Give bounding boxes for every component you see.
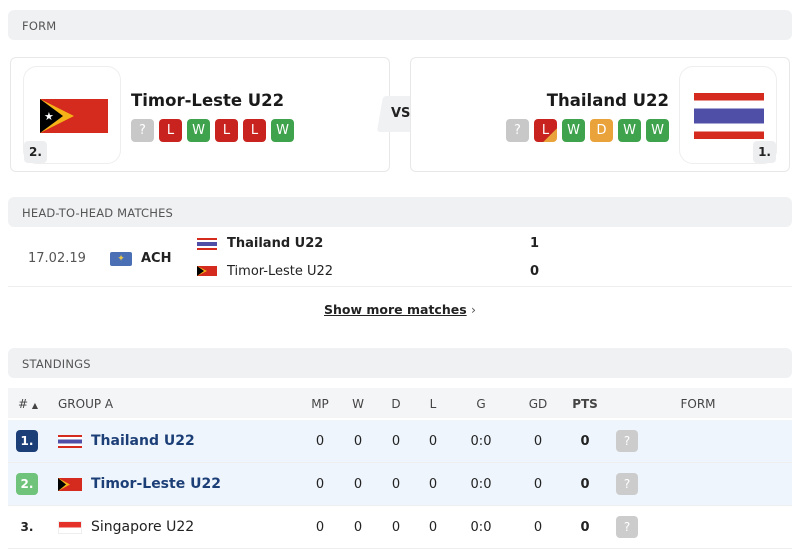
form-badge-L[interactable]: L [159,119,182,142]
home-team-name[interactable]: Timor-Leste U22 [131,91,285,110]
form-badge-unknown[interactable]: ? [506,119,529,142]
sort-asc-icon: ▲ [31,401,39,410]
timor-leste-flag-icon [197,266,217,276]
svg-text:★: ★ [44,110,54,123]
form-section-header: FORM [8,10,792,40]
form-badge-L[interactable]: L [534,119,557,142]
standing-l: 0 [428,434,438,449]
standing-pts: 0 [580,434,590,449]
gd-header[interactable]: GD [528,397,548,411]
d-header[interactable]: D [391,397,401,411]
standings-row[interactable]: 3. Singapore U22 0 0 0 0 0:0 0 0? [8,506,792,549]
home-rank: 2. [24,141,47,163]
form-badge-unknown[interactable]: ? [616,516,638,538]
standing-rank: 3. [20,520,34,534]
form-badge-W[interactable]: W [646,119,669,142]
h2h-score1: 1 [530,236,540,251]
standing-mp: 0 [315,434,325,449]
vs-label: VS [391,106,411,121]
form-badge-unknown[interactable]: ? [616,473,638,495]
home-flag-box: ★ 2. [23,66,121,164]
standing-d: 0 [391,520,401,535]
form-badge-unknown[interactable]: ? [131,119,154,142]
form-badge-W[interactable]: W [187,119,210,142]
away-rank: 1. [753,141,776,163]
thailand-flag-icon [58,435,82,448]
standing-d: 0 [391,477,401,492]
home-form: ? L W L L W [131,119,294,142]
home-team-card[interactable]: ★ 2. Timor-Leste U22 ? L W L L W [10,57,390,172]
rank-header: # [18,397,29,411]
competition-name: ACH [141,251,172,266]
form-badge-W[interactable]: W [562,119,585,142]
show-more-matches-link[interactable]: Show more matches › [0,302,800,317]
standing-l: 0 [428,477,438,492]
standings-section-header: STANDINGS [8,348,792,378]
away-form: ? L W D W W [506,119,669,142]
standing-gd: 0 [533,434,543,449]
w-header[interactable]: W [352,397,364,411]
form-badge-L[interactable]: L [243,119,266,142]
form-badge-L[interactable]: L [215,119,238,142]
form-badge-W[interactable]: W [618,119,641,142]
asia-competition-icon: ✦ [110,252,132,266]
standing-w: 0 [353,477,363,492]
standing-mp: 0 [315,520,325,535]
standing-g: 0:0 [470,477,492,492]
form-badge-W[interactable]: W [271,119,294,142]
standings-row[interactable]: 1. Thailand U22 0 0 0 0 0:0 0 0? [8,420,792,463]
h2h-section-header: HEAD-TO-HEAD MATCHES [8,197,792,227]
h2h-team1: Thailand U22 [227,236,324,251]
standing-w: 0 [353,434,363,449]
standing-rank: 2. [16,473,38,495]
standing-l: 0 [428,520,438,535]
thailand-flag-icon [197,238,217,250]
pts-header[interactable]: PTS [572,397,598,411]
standing-team-name[interactable]: Timor-Leste U22 [91,476,221,492]
mp-header[interactable]: MP [311,397,329,411]
form-badge-unknown[interactable]: ? [616,430,638,452]
form-header: FORM [680,397,716,411]
standing-gd: 0 [533,520,543,535]
group-header: GROUP A [58,397,114,411]
away-team-card[interactable]: 1. Thailand U22 ? L W D W W [410,57,790,172]
h2h-team2: Timor-Leste U22 [227,264,334,279]
timor-leste-flag-icon: ★ [40,99,108,133]
show-more-label: Show more matches [323,302,467,317]
away-team-name[interactable]: Thailand U22 [546,91,669,110]
standing-team-name[interactable]: Singapore U22 [91,519,195,535]
chevron-right-icon: › [471,302,477,317]
standing-team-name[interactable]: Thailand U22 [91,433,195,449]
standing-g: 0:0 [470,520,492,535]
match-date: 17.02.19 [28,251,86,266]
h2h-score2: 0 [530,264,540,279]
h2h-match-row[interactable]: 17.02.19 ✦ ACH Thailand U22 1 Timor-Lest… [8,230,792,287]
standing-pts: 0 [580,520,590,535]
singapore-flag-icon [58,521,82,534]
thailand-flag-icon [694,93,764,139]
rank-sort-header[interactable]: # ▲ [18,397,38,411]
l-header[interactable]: L [429,397,437,411]
form-badge-D[interactable]: D [590,119,613,142]
standing-g: 0:0 [470,434,492,449]
standings-row[interactable]: 2. Timor-Leste U22 0 0 0 0 0:0 0 0? [8,463,792,506]
standing-w: 0 [353,520,363,535]
timor-leste-flag-icon [58,478,82,491]
standing-gd: 0 [533,477,543,492]
away-flag-box: 1. [679,66,777,164]
standing-rank: 1. [16,430,38,452]
g-header[interactable]: G [476,397,486,411]
standing-mp: 0 [315,477,325,492]
standing-pts: 0 [580,477,590,492]
standing-d: 0 [391,434,401,449]
standings-table-header: # ▲ GROUP A MP W D L G GD PTS FORM [8,388,792,418]
